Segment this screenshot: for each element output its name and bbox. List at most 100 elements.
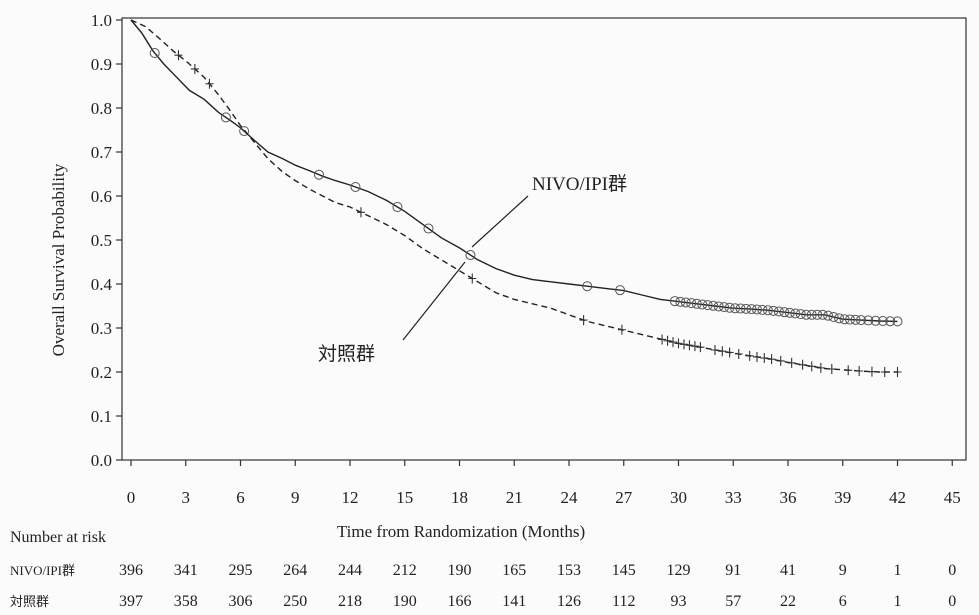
censor-mark-plus <box>663 335 672 346</box>
censor-mark-circle <box>834 313 845 324</box>
censor-mark-circle <box>885 316 896 327</box>
censor-mark-circle <box>746 304 757 315</box>
censor-mark-circle <box>870 315 881 326</box>
x-tick-label: 33 <box>725 488 742 507</box>
censor-mark-plus <box>617 324 626 335</box>
censor-mark-circle <box>751 304 762 315</box>
control-survival-line <box>130 19 898 373</box>
x-axis-title: Time from Randomization (Months) <box>337 522 585 541</box>
risk-cell: 1 <box>894 593 902 610</box>
risk-cell: 397 <box>119 593 143 610</box>
x-tick-label: 42 <box>889 488 906 507</box>
control-annotation: 対照群 <box>318 343 375 365</box>
x-tick-label: 21 <box>506 488 523 507</box>
censor-mark-circle <box>582 281 593 292</box>
y-axis-title: Overall Survival Probability <box>49 163 68 356</box>
censor-mark-circle <box>806 309 817 320</box>
series-control <box>130 19 902 377</box>
risk-cell: 0 <box>948 562 956 579</box>
censor-mark-circle <box>615 285 626 296</box>
risk-cell: 9 <box>839 562 847 579</box>
risk-cell: 91 <box>725 562 741 579</box>
censor-mark-plus <box>827 364 836 375</box>
censor-mark-circle <box>680 297 691 308</box>
plot-frame <box>121 17 967 461</box>
censor-mark-plus <box>696 342 705 353</box>
censor-mark-circle <box>713 301 724 312</box>
risk-table-title: Number at risk <box>10 529 106 546</box>
censor-mark-plus <box>798 359 807 370</box>
censor-mark-circle <box>313 169 324 180</box>
censor-mark-plus <box>787 357 796 368</box>
risk-cell: 141 <box>502 593 526 610</box>
censor-mark-plus <box>734 349 743 360</box>
censor-mark-plus <box>679 339 688 350</box>
censor-mark-circle <box>850 314 861 325</box>
censor-mark-circle <box>220 112 231 123</box>
y-tick-label: 1.0 <box>91 11 112 30</box>
x-tick-label: 39 <box>834 488 851 507</box>
y-tick-label: 0.7 <box>91 143 113 162</box>
nivo-ipi-annotation: NIVO/IPI群 <box>532 173 627 195</box>
censor-mark-circle <box>812 309 823 320</box>
x-tick-label: 27 <box>615 488 633 507</box>
censor-mark-plus <box>752 351 761 362</box>
risk-cell: 93 <box>671 593 687 610</box>
censor-mark-circle <box>741 303 752 314</box>
censor-mark-circle <box>863 315 874 326</box>
censor-mark-circle <box>350 181 361 192</box>
censor-mark-plus <box>725 347 734 358</box>
y-tick-label: 0.3 <box>91 319 112 338</box>
x-tick-label: 0 <box>127 488 136 507</box>
censor-mark-plus <box>711 345 719 355</box>
x-tick-label: 30 <box>670 488 687 507</box>
censor-mark-plus <box>685 340 694 351</box>
risk-cell: 244 <box>338 562 362 579</box>
censor-mark-plus <box>174 50 183 61</box>
y-tick-label: 0.6 <box>91 187 112 206</box>
censor-mark-plus <box>880 367 889 377</box>
censor-mark-circle <box>730 303 741 314</box>
censor-mark-plus <box>190 63 199 74</box>
risk-cell: 6 <box>839 593 847 610</box>
censor-mark-plus <box>767 354 776 365</box>
censor-mark-plus <box>893 367 902 377</box>
censor-mark-plus <box>658 334 667 345</box>
risk-cell: 145 <box>612 562 636 579</box>
censor-mark-circle <box>708 300 719 311</box>
series-nivo-ipi <box>130 19 903 327</box>
nivo-ipi-leader-line <box>471 195 529 248</box>
risk-row-label-control: 対照群 <box>10 594 49 609</box>
x-tick-label: 18 <box>451 488 468 507</box>
risk-cell: 153 <box>557 562 581 579</box>
censor-mark-plus <box>718 346 727 357</box>
nivo-ipi-survival-line <box>130 19 898 323</box>
x-tick-label: 15 <box>396 488 413 507</box>
censor-mark-circle <box>790 308 801 319</box>
risk-cell: 250 <box>283 593 307 610</box>
censor-mark-plus <box>745 350 754 361</box>
censor-mark-plus <box>760 353 769 364</box>
censor-mark-circle <box>465 250 476 261</box>
risk-cell: 41 <box>780 562 796 579</box>
risk-cell: 306 <box>229 593 253 610</box>
censor-mark-plus <box>855 365 864 376</box>
x-tick-label: 24 <box>561 488 579 507</box>
risk-cell: 1 <box>894 562 902 579</box>
censor-mark-plus <box>844 365 853 376</box>
x-tick-label: 9 <box>291 488 300 507</box>
censor-mark-circle <box>719 302 730 313</box>
risk-row-label-nivo-ipi: NIVO/IPI群 <box>10 563 75 578</box>
y-tick-label: 0.4 <box>91 275 113 294</box>
x-tick-label: 36 <box>780 488 797 507</box>
risk-cell: 358 <box>174 593 198 610</box>
censor-mark-circle <box>817 309 828 320</box>
censor-mark-circle <box>423 223 434 234</box>
risk-cell: 396 <box>119 562 143 579</box>
risk-cell: 341 <box>174 562 198 579</box>
censor-mark-circle <box>768 305 779 316</box>
censor-mark-plus <box>205 78 214 89</box>
censor-mark-plus <box>690 341 699 352</box>
